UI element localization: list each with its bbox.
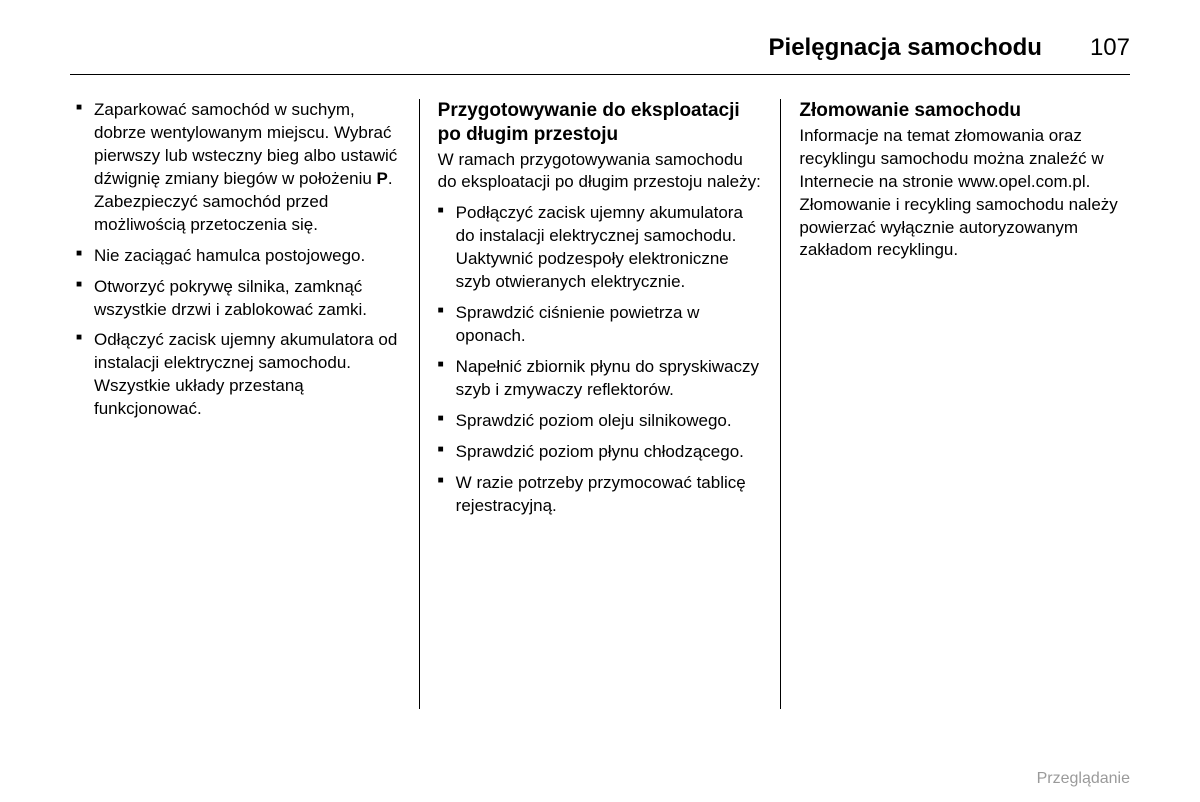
col1-list: Zaparkować samochód w suchym, dobrze wen… xyxy=(76,99,401,421)
page-header: Pielęgnacja samochodu 107 xyxy=(70,34,1130,75)
footer-label: Przeglądanie xyxy=(1037,770,1130,788)
col3-heading: Złomowanie samochodu xyxy=(799,99,1124,123)
list-item: Sprawdzić poziom płynu chłodzącego. xyxy=(438,441,763,464)
list-item: Podłączyć zacisk ujemny akumulatora do i… xyxy=(438,202,763,294)
column-2: Przygotowywanie do eksploatacji po długi… xyxy=(420,99,782,709)
list-item: Nie zaciągać hamulca postojowego. xyxy=(76,245,401,268)
content-columns: Zaparkować samochód w suchym, dobrze wen… xyxy=(70,99,1130,709)
list-item: Sprawdzić poziom oleju silnikowego. xyxy=(438,410,763,433)
list-item: Napełnić zbiornik płynu do spryskiwaczy … xyxy=(438,356,763,402)
column-1: Zaparkować samochód w suchym, dobrze wen… xyxy=(70,99,420,709)
page-number: 107 xyxy=(1090,34,1130,62)
list-item: Otworzyć pokrywę silnika, zamknąć wszyst… xyxy=(76,276,401,322)
page: Pielęgnacja samochodu 107 Zaparkować sam… xyxy=(0,0,1200,709)
list-item: W razie potrzeby przymocować tablicę rej… xyxy=(438,472,763,518)
col3-body: Informacje na temat złomowania oraz recy… xyxy=(799,125,1124,263)
bold-text: P xyxy=(377,169,388,188)
list-item: Odłączyć zacisk ujemny akumulatora od in… xyxy=(76,329,401,421)
column-3: Złomowanie samochodu Informacje na temat… xyxy=(781,99,1130,709)
list-item: Zaparkować samochód w suchym, dobrze wen… xyxy=(76,99,401,237)
header-title: Pielęgnacja samochodu xyxy=(769,34,1042,62)
list-item: Sprawdzić ciśnienie powietrza w oponach. xyxy=(438,302,763,348)
col2-heading: Przygotowywanie do eksploatacji po długi… xyxy=(438,99,763,147)
col2-list: Podłączyć zacisk ujemny akumulatora do i… xyxy=(438,202,763,517)
col2-intro: W ramach przygotowywania samochodu do ek… xyxy=(438,149,763,195)
